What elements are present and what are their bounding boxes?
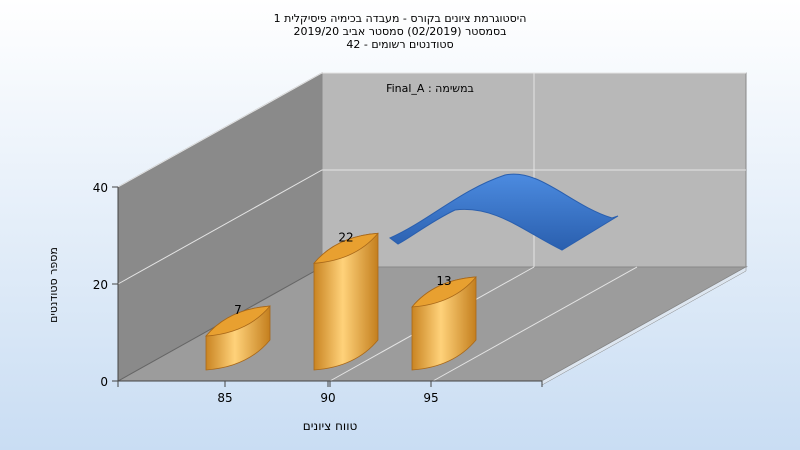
bar-value-label: 22: [338, 230, 353, 244]
bar-top: [313, 232, 379, 264]
gridline-y-40: [117, 72, 746, 188]
x-tick-label: 95: [423, 391, 438, 405]
y-tick-label: 20: [93, 278, 108, 292]
x-axis-ticks: 85 90 95: [117, 381, 543, 405]
bars: 7 22 13: [205, 230, 477, 371]
gridline-y-20: [117, 169, 746, 285]
bar-value-label: 13: [436, 274, 451, 288]
title-line-3: סטודנטים רשומים - 42: [346, 38, 453, 51]
bar-top: [205, 305, 271, 337]
legend-text: Final_A : במשימה: [386, 82, 474, 95]
y-tick-label: 40: [93, 181, 108, 195]
x-tick-label: 90: [320, 391, 335, 405]
chart-title: היסטוגרמת ציונים בקורס - מעבדה בכימיה פי…: [274, 12, 527, 51]
y-axis-ticks: 0 20 40: [93, 181, 118, 389]
bar: 13: [411, 274, 477, 371]
x-axis-label: טווח ציונים: [303, 419, 358, 433]
y-tick-label: 0: [100, 375, 108, 389]
gridline-x-floor-2: [432, 266, 638, 382]
title-line-2: בסמסטר (02/2019) סמסטר אביב 2019/20: [293, 25, 506, 38]
bar: 7: [205, 303, 271, 371]
bar-top: [411, 276, 477, 308]
x-tick-label: 85: [217, 391, 232, 405]
title-line-1: היסטוגרמת ציונים בקורס - מעבדה בכימיה פי…: [274, 12, 527, 25]
y-axis-label: מספר סטודנטים: [47, 247, 60, 323]
distribution-curve: [389, 173, 619, 251]
bar-value-label: 7: [234, 303, 242, 317]
bar: 22: [313, 230, 379, 371]
